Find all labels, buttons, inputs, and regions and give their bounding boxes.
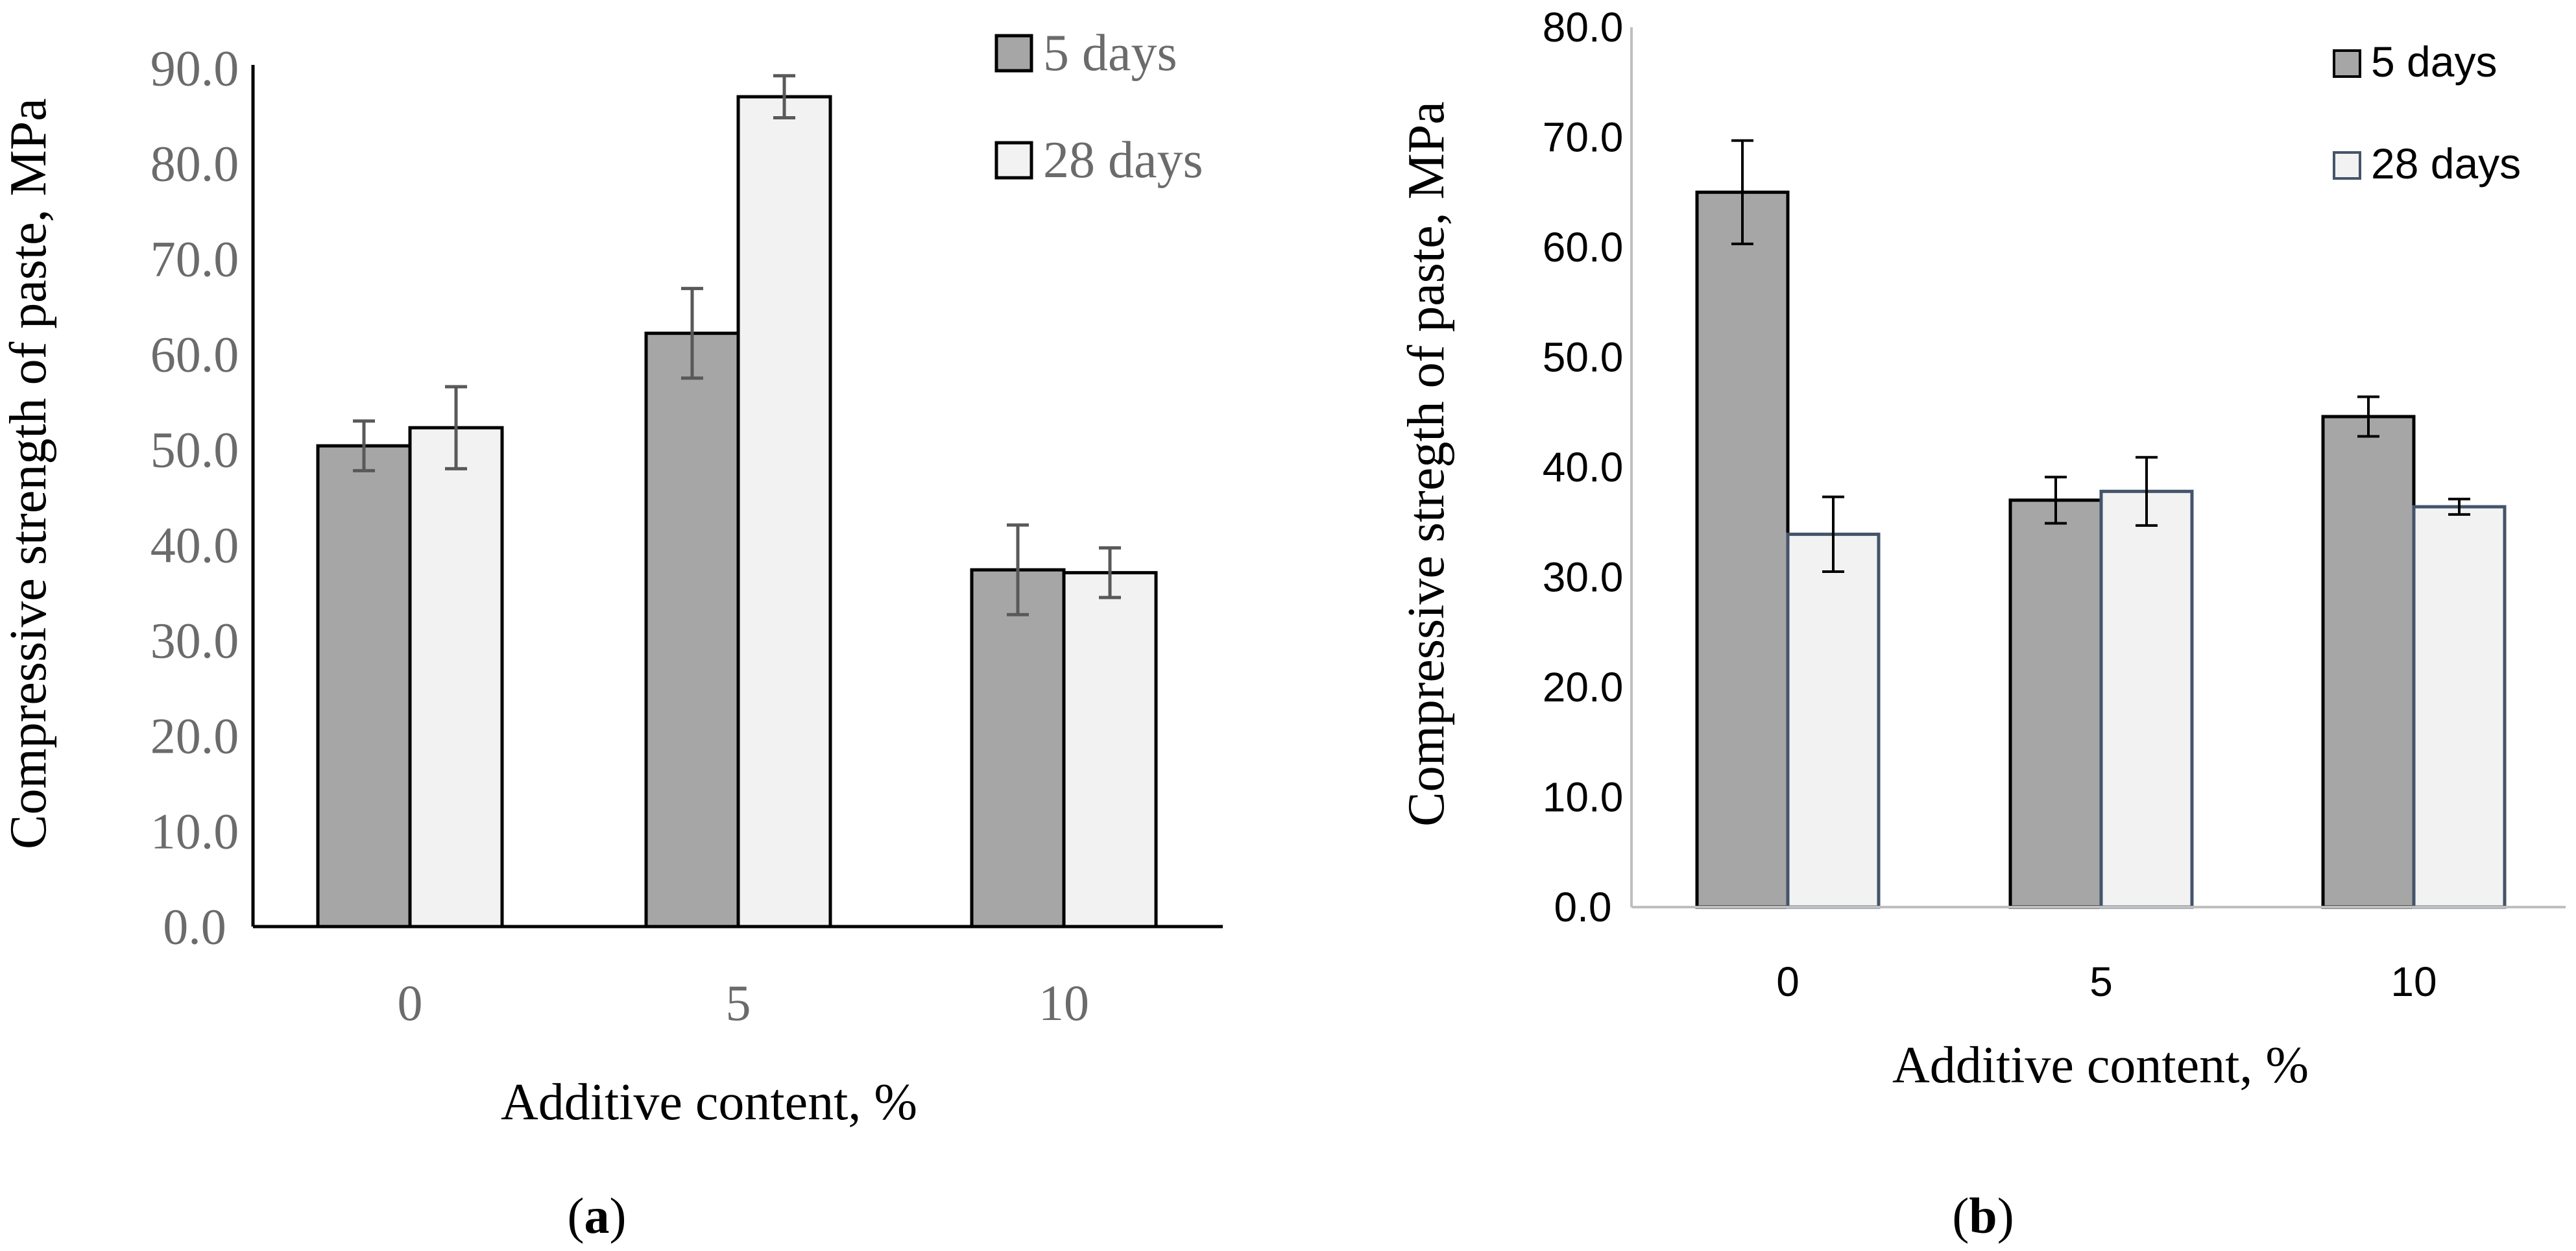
panel-a-bar-28-days-cat-5 bbox=[736, 95, 832, 929]
panel-a-error-bar-28-days-cat-0 bbox=[445, 385, 467, 470]
panel-b-error-bar-5-days-cat-0 bbox=[1731, 139, 1753, 245]
panel-a-y-tick-20.0: 20.0 bbox=[150, 708, 239, 764]
panel-a-legend-label-5-days: 5 days bbox=[1043, 25, 1177, 82]
panel-b-bar-5-days-cat-5 bbox=[2008, 498, 2103, 909]
panel-b-x-tick-labels: 0 5 10 bbox=[1776, 958, 2437, 1005]
panel-b-bar-28-days-cat-0 bbox=[1786, 532, 1881, 909]
panel-a-y-tick-10.0: 10.0 bbox=[150, 803, 239, 860]
panel-b-error-bar-5-days-cat-5 bbox=[2045, 476, 2067, 525]
panel-b-x-axis-label: Additive content, % bbox=[1892, 1037, 2309, 1094]
panel-a-x-axis-label: Additive content, % bbox=[501, 1074, 917, 1131]
panel-b-error-bars bbox=[1731, 139, 2470, 574]
panel-a-bar-5-days-cat-0 bbox=[316, 444, 412, 929]
panel-b-x-tick-10: 10 bbox=[2390, 958, 2437, 1005]
panel-b: 0.0 10.0 20.0 30.0 40.0 50.0 60.0 70.0 80.0 0 5 10… bbox=[1398, 4, 2566, 1244]
panel-b-x-tick-0: 0 bbox=[1776, 958, 1800, 1005]
panel-a-error-bar-5-days-cat-0 bbox=[353, 419, 375, 472]
panel-a-bar-5-days-cat-5 bbox=[644, 332, 740, 929]
panel-a-y-tick-30.0: 30.0 bbox=[150, 613, 239, 669]
panel-b-bar-5-days-cat-0 bbox=[1695, 190, 1790, 909]
panel-b-y-tick-70.0: 70.0 bbox=[1543, 114, 1624, 160]
panel-b-y-tick-10.0: 10.0 bbox=[1543, 773, 1624, 820]
panel-a-y-tick-80.0: 80.0 bbox=[150, 136, 239, 192]
panel-b-error-bar-28-days-cat-0 bbox=[1822, 495, 1844, 574]
panel-a-x-tick-5: 5 bbox=[726, 975, 751, 1031]
panel-b-error-bar-5-days-cat-10 bbox=[2357, 395, 2379, 438]
panel-a-bar-28-days-cat-10 bbox=[1062, 571, 1158, 929]
panel-a-y-tick-labels: 0.0 10.0 20.0 30.0 40.0 50.0 60.0 70.0 80.0 90.0 bbox=[150, 40, 239, 955]
panel-b-legend-swatch-28-days bbox=[2333, 151, 2361, 180]
panel-b-legend-label-5-days: 5 days bbox=[2371, 38, 2497, 86]
panel-b-bars bbox=[1695, 190, 2507, 909]
panel-b-legend: 5 days 28 days bbox=[2333, 38, 2521, 188]
panel-a-error-bar-5-days-cat-5 bbox=[681, 287, 703, 380]
panel-b-y-tick-20.0: 20.0 bbox=[1543, 664, 1624, 711]
panel-b-y-tick-80.0: 80.0 bbox=[1543, 4, 1624, 51]
panel-b-bar-28-days-cat-10 bbox=[2412, 505, 2507, 909]
panel-a-x-tick-0: 0 bbox=[398, 975, 423, 1031]
panel-b-legend-label-28-days: 28 days bbox=[2371, 140, 2521, 188]
panel-b-y-tick-60.0: 60.0 bbox=[1543, 224, 1624, 271]
panel-b-x-tick-5: 5 bbox=[2089, 958, 2113, 1005]
panel-a-label: (a) bbox=[568, 1187, 627, 1244]
panel-b-y-tick-50.0: 50.0 bbox=[1543, 334, 1624, 380]
panel-a-legend-swatch-28-days bbox=[994, 141, 1033, 180]
panel-b-y-tick-labels: 0.0 10.0 20.0 30.0 40.0 50.0 60.0 70.0 80.0 bbox=[1543, 4, 1624, 930]
panel-b-label: (b) bbox=[1952, 1187, 2014, 1244]
panel-b-bar-5-days-cat-10 bbox=[2321, 415, 2416, 909]
panel-a-error-bar-28-days-cat-10 bbox=[1099, 546, 1121, 600]
panel-b-error-bar-28-days-cat-5 bbox=[2136, 455, 2158, 527]
panel-b-y-tick-30.0: 30.0 bbox=[1543, 553, 1624, 600]
panel-a-error-bar-28-days-cat-5 bbox=[773, 74, 795, 119]
panel-a-y-tick-0.0: 0.0 bbox=[163, 899, 226, 955]
panel-a-y-tick-40.0: 40.0 bbox=[150, 517, 239, 574]
panel-b-y-tick-0.0: 0.0 bbox=[1554, 884, 1612, 930]
panel-a-error-bar-5-days-cat-10 bbox=[1007, 523, 1029, 616]
panel-b-bar-28-days-cat-5 bbox=[2099, 489, 2194, 909]
panel-a-bars bbox=[316, 95, 1158, 929]
panel-a-bar-5-days-cat-10 bbox=[970, 568, 1066, 929]
panel-a-legend-swatch-5-days bbox=[994, 34, 1033, 73]
panel-b-y-axis-label: Compressive stregth of paste, MPa bbox=[1398, 101, 1455, 827]
panel-b-legend-swatch-5-days bbox=[2333, 49, 2361, 78]
panel-a-y-axis-label: Compressive strength of paste, MPa bbox=[0, 98, 57, 849]
panel-a: 0.010.020.030.040.050.060.070.080.090.0 … bbox=[0, 25, 1223, 1244]
panel-a-bar-28-days-cat-0 bbox=[408, 426, 504, 929]
panel-a-x-tick-labels: 0 5 10 bbox=[398, 975, 1090, 1031]
panel-a-y-tick-50.0: 50.0 bbox=[150, 422, 239, 478]
panel-a-legend: 5 days 28 days bbox=[994, 25, 1203, 189]
panel-a-y-tick-90.0: 90.0 bbox=[150, 40, 239, 97]
panel-b-error-bar-28-days-cat-10 bbox=[2448, 498, 2470, 516]
panel-a-legend-label-28-days: 28 days bbox=[1043, 132, 1203, 189]
panel-a-x-tick-10: 10 bbox=[1039, 975, 1089, 1031]
panel-b-y-tick-40.0: 40.0 bbox=[1543, 444, 1624, 491]
panel-a-error-bars bbox=[353, 74, 1121, 616]
panel-a-y-tick-60.0: 60.0 bbox=[150, 326, 239, 383]
panel-a-y-tick-70.0: 70.0 bbox=[150, 231, 239, 287]
